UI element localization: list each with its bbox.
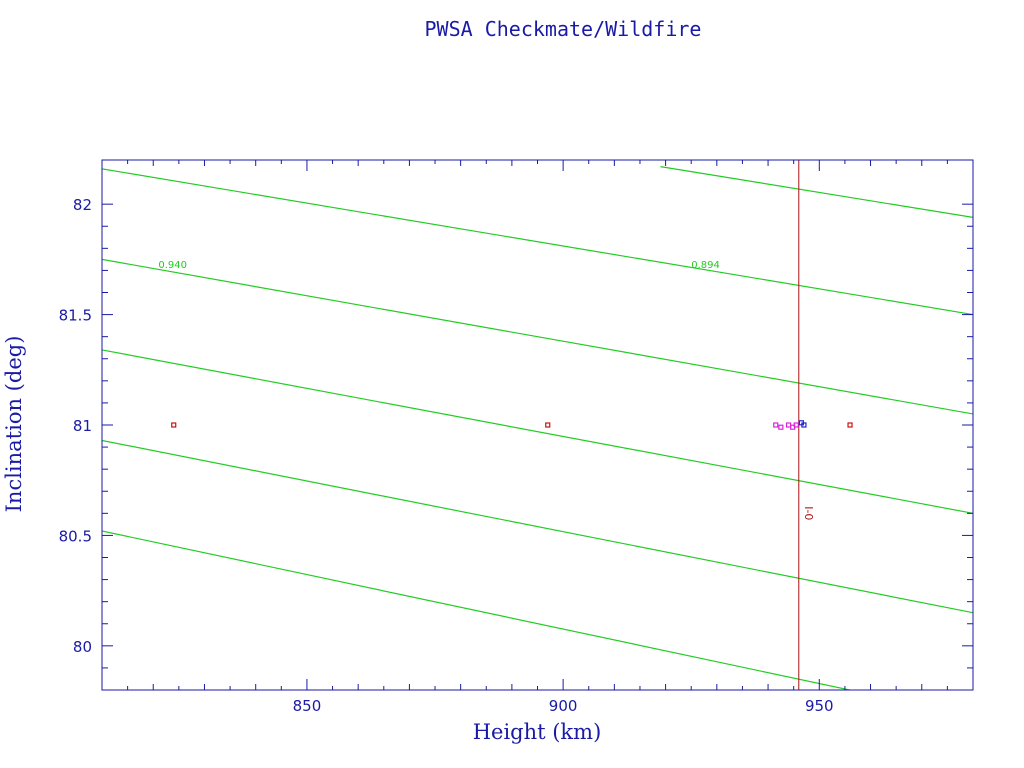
contour-label: 0.940 <box>158 260 187 271</box>
contour-line <box>660 166 973 219</box>
reference-line-label: I-0 <box>802 506 815 520</box>
data-point <box>545 422 551 428</box>
data-point <box>801 422 807 428</box>
y-axis-label: Inclination (deg) <box>2 336 26 513</box>
contour-lines <box>102 166 973 690</box>
data-point <box>171 422 177 428</box>
contour-line <box>102 439 973 614</box>
data-point <box>785 422 792 428</box>
y-tick-label: 81.5 <box>59 307 92 325</box>
y-tick-label: 80.5 <box>59 527 92 545</box>
data-point <box>778 424 784 430</box>
y-tick-label: 80 <box>73 638 92 656</box>
x-tick-label: 950 <box>805 697 834 715</box>
chart-title: PWSA Checkmate/Wildfire <box>425 17 702 41</box>
x-tick-label: 850 <box>293 697 322 715</box>
data-point <box>773 422 779 428</box>
contour-line <box>102 530 853 690</box>
y-axis-ticks: 80 80.5 81 81.5 82 <box>59 196 973 691</box>
contour-labels: 0.940 0.894 <box>158 260 719 271</box>
data-point <box>793 422 799 428</box>
contour-line <box>102 168 973 316</box>
x-axis-label: Height (km) <box>473 720 602 744</box>
data-point <box>847 422 853 428</box>
contour-label: 0.894 <box>691 260 720 271</box>
contour-line <box>102 349 973 514</box>
contour-line <box>102 258 973 415</box>
x-axis-ticks: 850 900 950 <box>127 160 948 715</box>
y-tick-label: 82 <box>73 196 92 214</box>
y-tick-label: 81 <box>73 417 92 435</box>
data-points <box>171 420 853 430</box>
x-tick-label: 900 <box>549 697 578 715</box>
plot-frame <box>101 159 974 691</box>
